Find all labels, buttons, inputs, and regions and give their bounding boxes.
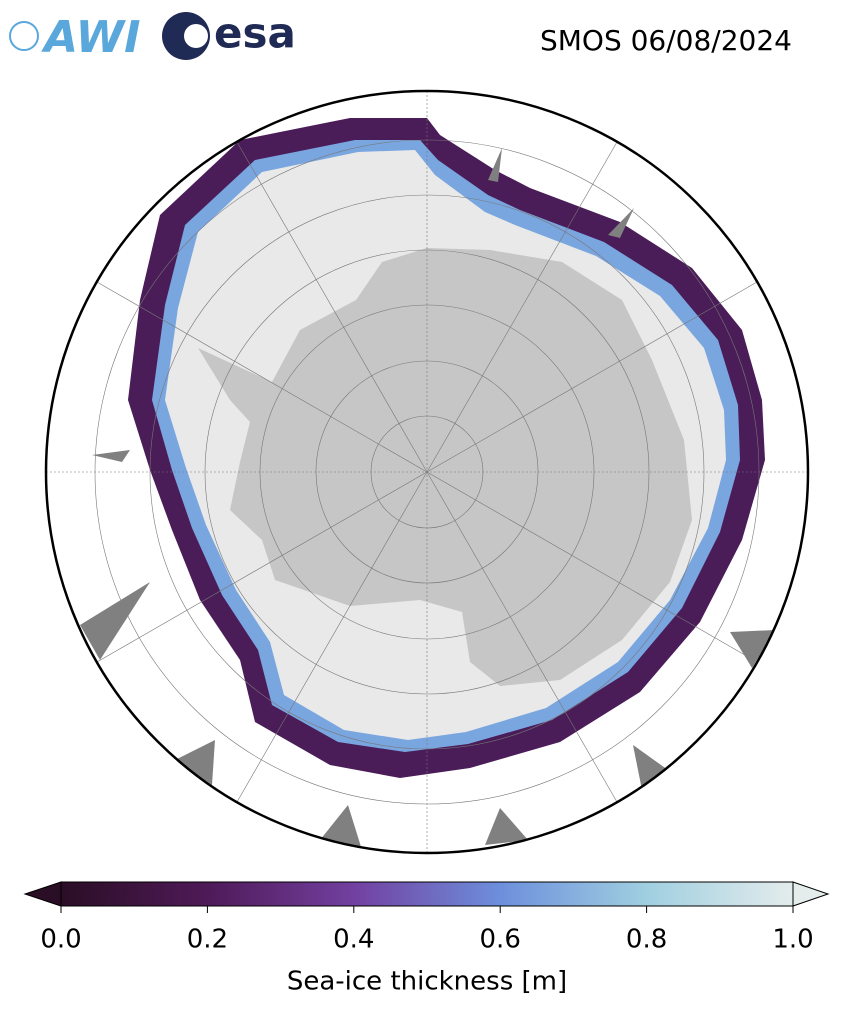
colorbar-tick-label: 1.0 [772,925,813,955]
colorbar-extension [23,881,62,907]
esa-logo: esa [162,9,296,60]
colorbar-label: Sea-ice thickness [m] [287,967,567,997]
colorbar-tick-label: 0.8 [626,925,667,955]
colorbar-tick-label: 0.0 [40,925,81,955]
colorbar: Sea-ice thickness [m] 0.0 0.2 0.4 0.6 0.8 1.0 [23,881,830,997]
colorbar-tick-label: 0.4 [333,925,374,955]
awi-logo: AWI [9,12,141,63]
colorbar-tick-label: 0.6 [480,925,521,955]
antarctica [198,248,692,686]
graticule [46,91,808,853]
logo-text: AWI [41,12,141,63]
logo-text: esa [214,9,296,58]
map-frame [44,89,810,855]
title: SMOS 06/08/2024 [540,24,792,57]
colorbar-tick-label: 0.2 [187,925,228,955]
map [46,91,808,853]
colorbar-ramp [60,881,794,907]
colorbar-extension [792,881,830,907]
